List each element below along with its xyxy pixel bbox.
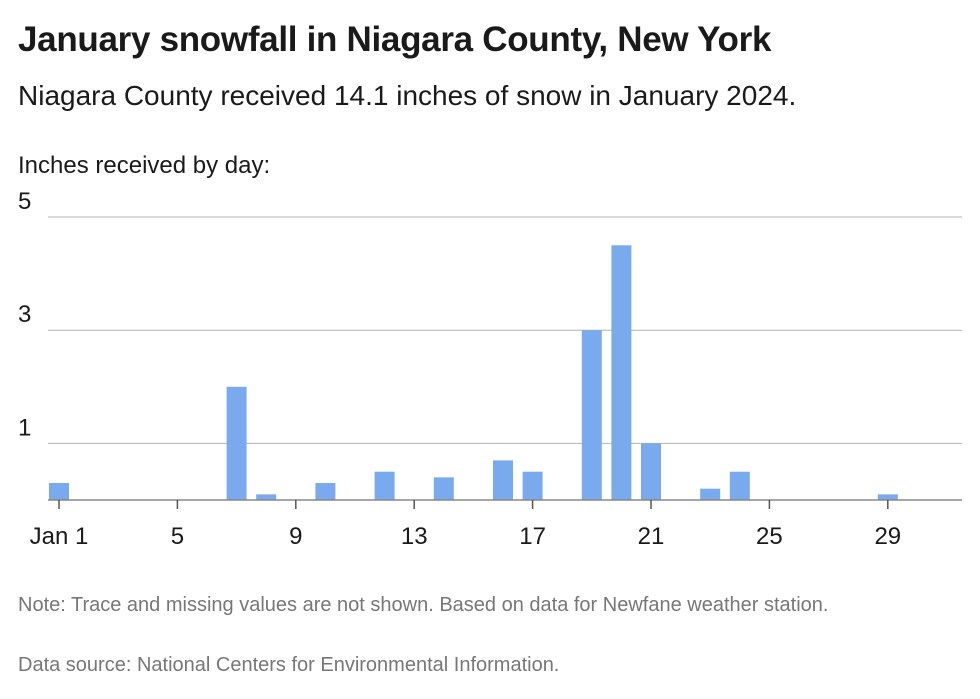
x-tick-label: 17 (519, 523, 546, 550)
x-tick-label: 5 (171, 523, 184, 550)
bar-day-14 (433, 477, 454, 500)
bar-day-8 (256, 494, 277, 500)
y-axis-label: Inches received by day: (18, 152, 271, 179)
bar-day-21 (641, 443, 661, 500)
bar-day-17 (522, 471, 543, 500)
x-tick-label: Jan 1 (30, 523, 89, 550)
bar-day-7 (226, 386, 247, 500)
bars (49, 245, 898, 500)
bar-day-16 (493, 460, 513, 500)
bar-day-24 (729, 471, 750, 500)
chart-note: Note: Trace and missing values are not s… (18, 594, 829, 616)
y-tick-label: 3 (18, 301, 31, 328)
chart-subtitle: Niagara County received 14.1 inches of s… (18, 80, 797, 111)
x-tick-label: 29 (874, 523, 901, 550)
y-tick-label: 1 (18, 414, 31, 441)
chart-title: January snowfall in Niagara County, New … (18, 20, 772, 59)
y-tick-label: 5 (18, 190, 31, 215)
grid-lines (48, 216, 962, 444)
data-source: Data source: National Centers for Enviro… (18, 654, 560, 676)
x-tick-label: 21 (638, 523, 665, 550)
x-tick-label: 13 (401, 523, 428, 550)
bar-day-10 (315, 483, 336, 500)
bar-day-23 (700, 488, 721, 500)
bar-day-29 (877, 494, 898, 500)
bar-day-1 (49, 483, 69, 500)
bar-day-19 (581, 330, 602, 500)
bar-day-20 (611, 245, 632, 500)
bar-day-12 (374, 471, 395, 500)
x-tick-label: 9 (289, 523, 302, 550)
x-tick-label: 25 (756, 523, 783, 550)
